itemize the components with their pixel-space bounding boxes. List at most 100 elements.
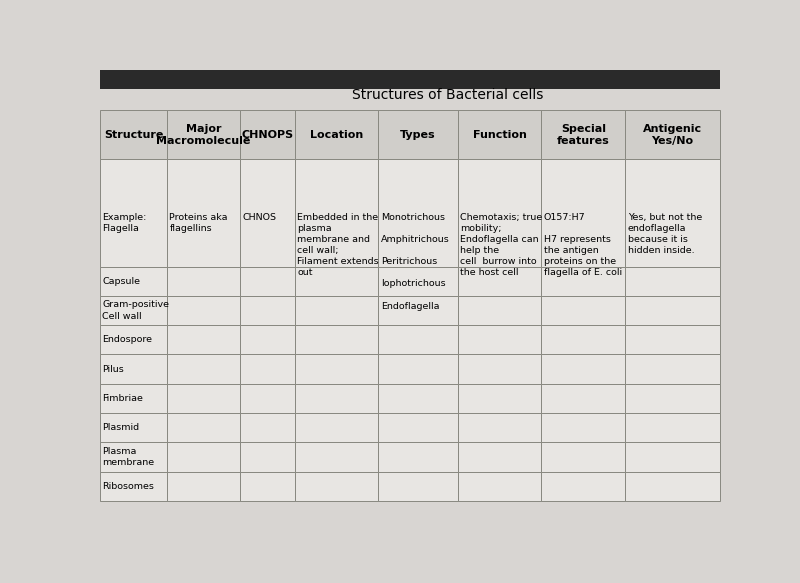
Bar [458,296,542,325]
Bar [542,325,625,354]
Bar [542,354,625,384]
Bar [100,442,167,472]
Bar [167,384,240,413]
Text: Major
Macromolecule: Major Macromolecule [156,124,250,146]
Text: Special
features: Special features [557,124,610,146]
Bar [100,296,167,325]
Bar [240,472,294,501]
Text: Function: Function [473,130,526,140]
Bar [294,266,378,296]
Text: Gram-positive
Cell wall: Gram-positive Cell wall [102,300,170,321]
Bar [458,472,542,501]
Bar [294,159,378,266]
Bar [100,110,720,501]
Bar [625,110,720,159]
Bar [294,472,378,501]
Bar [240,266,294,296]
Bar [378,296,458,325]
Bar [294,296,378,325]
Text: Monotrichous

Amphitrichous

Peritrichous

Iophotrichous

Endoflagella: Monotrichous Amphitrichous Peritrichous … [381,213,450,311]
Bar [625,325,720,354]
Bar [625,442,720,472]
Bar [294,110,378,159]
Bar [625,354,720,384]
Text: Structure: Structure [104,130,163,140]
Bar [167,354,240,384]
Text: Antigenic
Yes/No: Antigenic Yes/No [643,124,702,146]
Bar [294,354,378,384]
Bar [240,159,294,266]
Bar [167,442,240,472]
Bar [378,266,458,296]
Bar [167,325,240,354]
Bar [625,472,720,501]
Text: Location: Location [310,130,363,140]
Text: Proteins aka
flagellins: Proteins aka flagellins [170,213,228,233]
Bar [625,159,720,266]
Text: Types: Types [400,130,436,140]
Bar [542,266,625,296]
Bar [625,296,720,325]
Bar [625,413,720,442]
Text: Plasmid: Plasmid [102,423,140,432]
Text: CHNOS: CHNOS [242,213,277,222]
Text: Pilus: Pilus [102,364,124,374]
Bar [167,266,240,296]
Bar [294,325,378,354]
Bar [167,413,240,442]
Bar [458,325,542,354]
Bar [378,472,458,501]
Bar [240,442,294,472]
Text: Capsule: Capsule [102,277,141,286]
Bar [100,159,167,266]
Bar [542,296,625,325]
Text: Endospore: Endospore [102,335,153,345]
Bar [542,442,625,472]
Bar [294,442,378,472]
Bar [294,413,378,442]
Bar [294,384,378,413]
Text: Embedded in the
plasma
membrane and
cell wall;
Filament extends
out: Embedded in the plasma membrane and cell… [297,213,378,278]
Bar [240,384,294,413]
Bar [625,266,720,296]
Bar [458,159,542,266]
Text: Yes, but not the
endoflagella
because it is
hidden inside.: Yes, but not the endoflagella because it… [628,213,702,255]
Bar [542,472,625,501]
Text: CHNOPS: CHNOPS [242,130,294,140]
Bar [240,413,294,442]
Bar [378,110,458,159]
Bar [100,70,720,89]
Bar [100,110,167,159]
Text: Fimbriae: Fimbriae [102,394,143,403]
Bar [167,472,240,501]
Bar [100,413,167,442]
Bar [458,354,542,384]
Bar [167,110,240,159]
Bar [240,354,294,384]
Bar [167,296,240,325]
Bar [240,296,294,325]
Bar [378,442,458,472]
Text: Ribosomes: Ribosomes [102,482,154,491]
Text: O157:H7

H7 represents
the antigen
proteins on the
flagella of E. coli: O157:H7 H7 represents the antigen protei… [544,213,622,278]
Bar [542,413,625,442]
Bar [378,413,458,442]
Text: Structures of Bacterial cells: Structures of Bacterial cells [351,87,543,101]
Bar [167,159,240,266]
Bar [100,325,167,354]
Bar [378,354,458,384]
Bar [458,266,542,296]
Bar [542,159,625,266]
Bar [100,266,167,296]
Bar [378,159,458,266]
Text: Example:
Flagella: Example: Flagella [102,213,147,233]
Bar [100,384,167,413]
Bar [100,472,167,501]
Text: Chemotaxis; true
mobility;
Endoflagella can
help the
cell  burrow into
the host : Chemotaxis; true mobility; Endoflagella … [460,213,542,278]
Text: Plasma
membrane: Plasma membrane [102,447,154,467]
Bar [458,384,542,413]
Bar [100,354,167,384]
Bar [458,110,542,159]
Bar [378,384,458,413]
Bar [240,110,294,159]
